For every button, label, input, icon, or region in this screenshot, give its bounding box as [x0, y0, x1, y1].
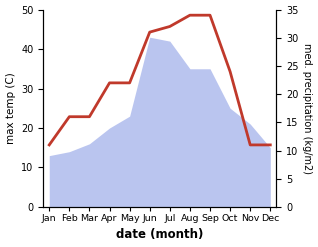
X-axis label: date (month): date (month)	[116, 228, 204, 242]
Y-axis label: med. precipitation (kg/m2): med. precipitation (kg/m2)	[302, 43, 313, 174]
Y-axis label: max temp (C): max temp (C)	[5, 72, 16, 144]
